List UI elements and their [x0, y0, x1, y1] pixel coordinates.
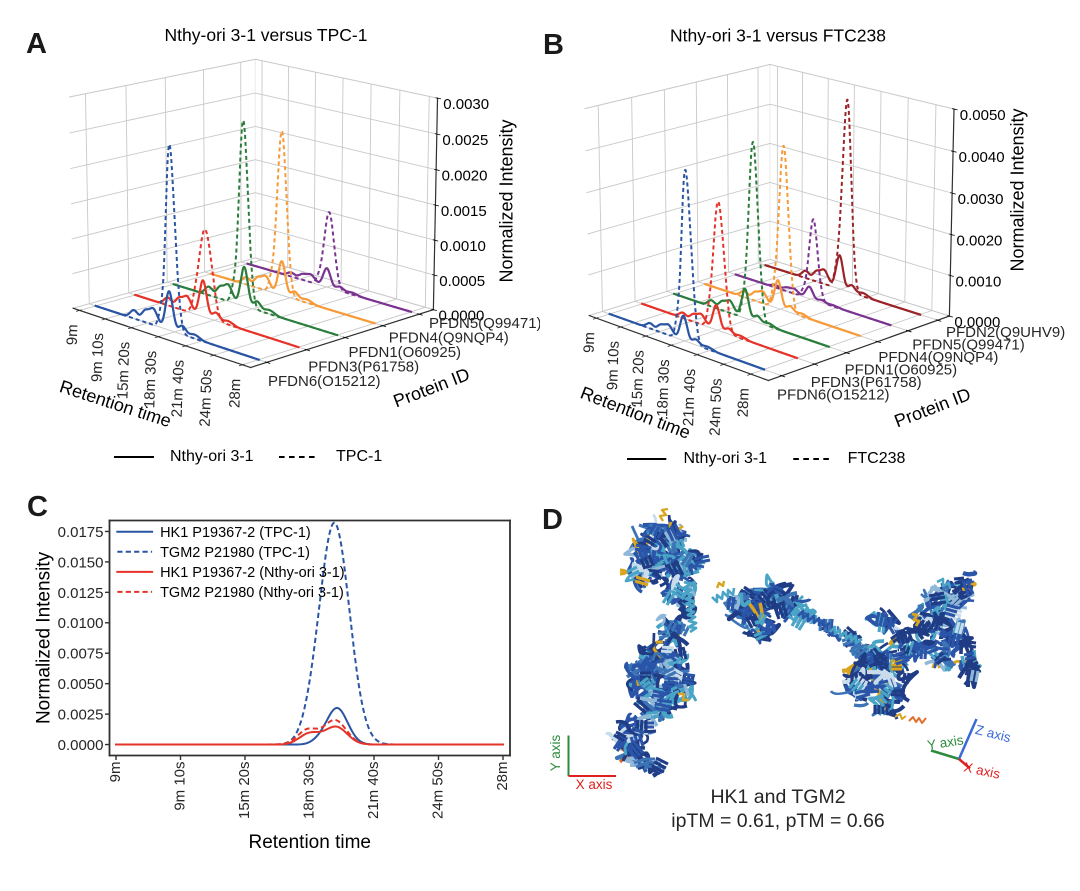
svg-text:Nthy-ori 3-1: Nthy-ori 3-1 [684, 450, 768, 467]
svg-text:0.0150: 0.0150 [58, 554, 104, 571]
svg-text:15m 20s: 15m 20s [236, 761, 253, 819]
svg-text:PFDN4(Q9NQP4): PFDN4(Q9NQP4) [878, 349, 998, 366]
svg-text:0.0020: 0.0020 [442, 168, 488, 185]
svg-text:9m: 9m [581, 332, 599, 353]
svg-text:9m: 9m [107, 761, 124, 782]
svg-text:0.0125: 0.0125 [58, 585, 104, 602]
svg-text:0.0075: 0.0075 [58, 646, 104, 663]
svg-text:PFDN4(Q9NQP4): PFDN4(Q9NQP4) [389, 329, 509, 346]
svg-text:0.0050: 0.0050 [58, 676, 104, 693]
svg-text:0.0025: 0.0025 [442, 132, 488, 149]
svg-text:9m: 9m [64, 324, 82, 345]
svg-text:TPC-1: TPC-1 [336, 448, 382, 465]
svg-text:0.0050: 0.0050 [960, 107, 1006, 124]
svg-text:28m: 28m [735, 388, 753, 418]
svg-text:18m 30s: 18m 30s [300, 761, 317, 819]
svg-text:PFDN5(Q99471): PFDN5(Q99471) [429, 315, 540, 332]
svg-text:0.0040: 0.0040 [959, 149, 1005, 166]
svg-text:X axis: X axis [962, 759, 1001, 781]
svg-text:FTC238: FTC238 [848, 450, 906, 467]
svg-text:21m 40s: 21m 40s [169, 360, 188, 418]
svg-text:PFDN3(P61758): PFDN3(P61758) [811, 374, 922, 391]
svg-text:Normalized Intensity: Normalized Intensity [497, 119, 517, 282]
svg-text:Normalized Intensity: Normalized Intensity [34, 551, 55, 724]
svg-text:0.0030: 0.0030 [958, 191, 1004, 208]
svg-text:PFDN6(O15212): PFDN6(O15212) [777, 386, 890, 403]
svg-text:HK1 P19367-2 (Nthy-ori 3-1): HK1 P19367-2 (Nthy-ori 3-1) [160, 565, 345, 581]
svg-text:0.0025: 0.0025 [58, 707, 104, 724]
svg-text:PFDN5(Q99471): PFDN5(Q99471) [912, 336, 1025, 353]
svg-text:15m 20s: 15m 20s [114, 341, 133, 399]
svg-text:0.0010: 0.0010 [955, 273, 1001, 290]
svg-text:28m: 28m [494, 761, 511, 790]
svg-text:Y axis: Y axis [926, 732, 965, 753]
svg-text:9m 10s: 9m 10s [88, 333, 107, 383]
svg-text:0.0000: 0.0000 [58, 737, 104, 754]
svg-text:24m 50s: 24m 50s [707, 378, 726, 436]
svg-text:18m 30s: 18m 30s [654, 359, 673, 417]
svg-text:18m 30s: 18m 30s [141, 350, 160, 408]
svg-text:PFDN6(O15212): PFDN6(O15212) [268, 373, 381, 390]
svg-text:TGM2 P21980 (Nthy-ori 3-1): TGM2 P21980 (Nthy-ori 3-1) [160, 585, 344, 601]
svg-text:0.0000: 0.0000 [954, 314, 1000, 331]
svg-text:Z axis: Z axis [974, 722, 1013, 745]
svg-text:21m 40s: 21m 40s [680, 368, 699, 426]
svg-text:HK1 and TGM2: HK1 and TGM2 [710, 786, 845, 808]
svg-text:Normalized Intensity: Normalized Intensity [1008, 108, 1028, 271]
svg-text:PFDN1(O60925): PFDN1(O60925) [845, 361, 958, 378]
svg-text:Retention time: Retention time [248, 832, 371, 853]
svg-text:Nthy-ori 3-1: Nthy-ori 3-1 [170, 448, 254, 465]
svg-text:0.0000: 0.0000 [438, 308, 484, 325]
svg-text:Nthy-ori 3-1 versus TPC-1: Nthy-ori 3-1 versus TPC-1 [165, 25, 368, 45]
svg-text:28m: 28m [226, 378, 244, 408]
svg-text:HK1 P19367-2 (TPC-1): HK1 P19367-2 (TPC-1) [160, 525, 311, 541]
svg-text:0.0015: 0.0015 [441, 203, 487, 220]
svg-text:TGM2 P21980 (TPC-1): TGM2 P21980 (TPC-1) [160, 545, 310, 561]
svg-text:0.0175: 0.0175 [58, 524, 104, 541]
svg-text:0.0020: 0.0020 [957, 232, 1003, 249]
svg-text:9m 10s: 9m 10s [604, 341, 623, 391]
svg-text:PFDN2(Q9UHV9): PFDN2(Q9UHV9) [946, 324, 1065, 341]
svg-text:9m 10s: 9m 10s [171, 761, 188, 810]
svg-text:X axis: X axis [576, 777, 613, 792]
svg-text:PFDN1(O60925): PFDN1(O60925) [349, 344, 462, 361]
svg-text:Nthy-ori 3-1 versus FTC238: Nthy-ori 3-1 versus FTC238 [670, 26, 886, 46]
svg-text:0.0010: 0.0010 [440, 238, 486, 255]
svg-text:0.0030: 0.0030 [443, 96, 489, 113]
svg-text:15m 20s: 15m 20s [629, 350, 648, 408]
svg-text:24m 50s: 24m 50s [429, 761, 446, 819]
svg-text:0.0100: 0.0100 [58, 615, 104, 632]
svg-text:ipTM = 0.61, pTM = 0.66: ipTM = 0.61, pTM = 0.66 [671, 810, 885, 832]
svg-text:0.0005: 0.0005 [439, 273, 485, 290]
svg-text:24m 50s: 24m 50s [197, 369, 216, 427]
svg-text:21m 40s: 21m 40s [365, 761, 382, 819]
svg-text:PFDN3(P61758): PFDN3(P61758) [308, 358, 419, 375]
svg-text:Y axis: Y axis [548, 734, 563, 771]
